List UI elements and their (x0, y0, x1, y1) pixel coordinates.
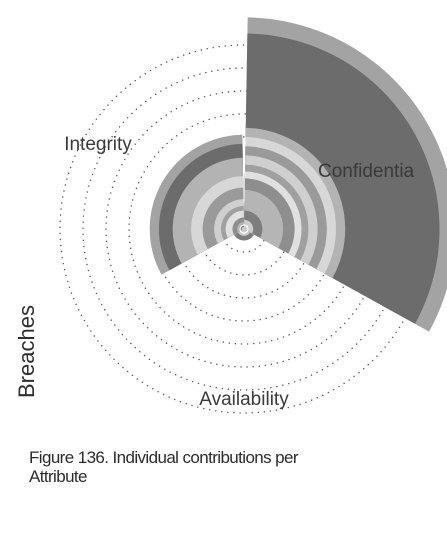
caption-line-1: Figure 136. Individual contributions per (29, 448, 299, 467)
y-axis-label: Breaches (14, 305, 39, 398)
slices (149, 17, 447, 332)
category-label-integrity: Integrity (64, 134, 132, 155)
category-label-availability: Availability (199, 389, 289, 410)
figure-caption: Figure 136. Individual contributions per… (29, 448, 447, 486)
slice-confidentiality-12 (244, 219, 254, 234)
center-icon (239, 224, 249, 234)
caption-line-2: Attribute (29, 467, 88, 486)
slice-integrity-12 (241, 226, 244, 231)
category-labels: Confidentia Availability Integrity (64, 134, 414, 410)
category-label-confidentiality: Confidentia (318, 161, 415, 182)
